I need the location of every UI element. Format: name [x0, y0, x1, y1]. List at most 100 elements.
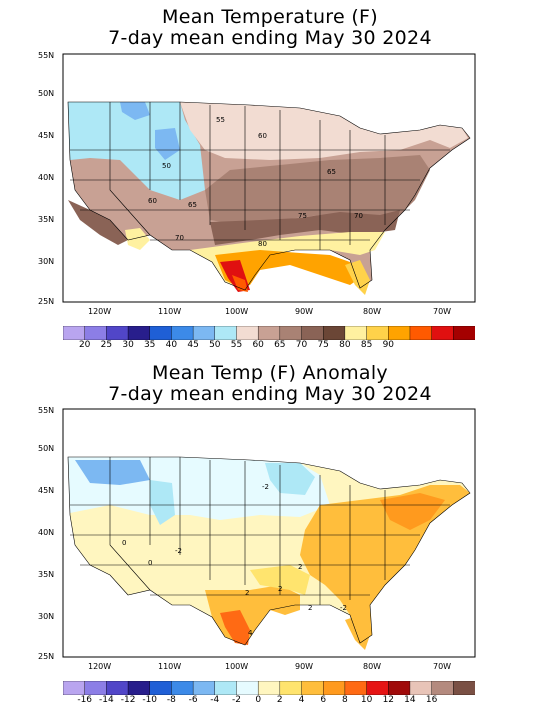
contour-label: 60: [148, 197, 157, 205]
legend-label: -6: [188, 695, 198, 705]
temperature-map-svg: 55N 50N 45N 40N 35N 30N 25N 120W 110W 10…: [38, 51, 476, 316]
contour-label: 75: [298, 212, 307, 220]
lon-axis: 120W 110W 100W 90W 80W 70W: [88, 307, 451, 316]
contour-label: 4: [248, 629, 253, 637]
legend-label: 65: [274, 340, 286, 350]
lat-label: 40N: [38, 173, 54, 182]
northeast-warm-core: [380, 493, 445, 530]
legend-label: 60: [252, 340, 264, 350]
state-borders: [67, 101, 471, 291]
legend-swatch: [323, 680, 346, 696]
mild-north-region: [180, 102, 468, 160]
legend-swatch: [214, 680, 237, 696]
contour-label: 80: [258, 240, 267, 248]
cold-plains-pocket: [265, 463, 315, 495]
lon-axis: 120W 110W 100W 90W 80W 70W: [88, 662, 451, 671]
legend-label: 10: [360, 695, 373, 705]
lat-label: 35N: [38, 570, 54, 579]
lon-label: 70W: [433, 307, 451, 316]
legend-swatch: [301, 325, 324, 341]
contour-label: 65: [188, 201, 197, 209]
map-frame: [62, 53, 476, 303]
contour-label: 2: [245, 589, 249, 597]
legend-swatch: [84, 325, 107, 341]
south-texas-hot: [220, 610, 250, 645]
contour-label: 2: [298, 563, 302, 571]
warm-central-region: [205, 155, 430, 225]
lon-label: 110W: [158, 662, 181, 671]
legend-label: 8: [342, 695, 348, 705]
legend-label: 55: [230, 340, 243, 350]
legend-swatch: [149, 325, 172, 341]
temperature-legend-labels: 20 25 30 35 40 45 50 55 60 65 70 75 80 85 90: [63, 340, 475, 352]
lat-axis: 55N 50N 45N 40N 35N 30N 25N: [38, 406, 54, 661]
legend-swatch: [257, 680, 281, 696]
lat-label: 55N: [38, 406, 54, 415]
warmer-band: [210, 210, 400, 245]
legend-swatch: [127, 680, 151, 696]
legend-label: -14: [99, 695, 114, 705]
legend-label: 70: [295, 340, 308, 350]
legend-swatch: [323, 325, 346, 341]
legend-label: 4: [298, 695, 305, 705]
lat-label: 40N: [38, 528, 54, 537]
legend-label: 16: [425, 695, 438, 705]
contour-label: -2: [175, 547, 182, 555]
legend-swatch: [106, 325, 129, 341]
legend-label: 30: [122, 340, 134, 350]
contour-label: 50: [162, 162, 171, 170]
legend-label: 50: [209, 340, 221, 350]
legend-swatch: [127, 325, 151, 341]
contour-label: 0: [148, 559, 152, 567]
temperature-legend-bar: [62, 325, 476, 341]
legend-swatch: [62, 325, 86, 341]
contour-label: 60: [258, 132, 267, 140]
anomaly-map-svg: 55N 50N 45N 40N 35N 30N 25N 120W 110W 10…: [38, 406, 476, 671]
legend-label: 0: [255, 695, 262, 705]
legend-label: -8: [166, 695, 176, 705]
legend-swatch: [409, 680, 433, 696]
legend-swatch: [192, 680, 216, 696]
lon-label: 110W: [158, 307, 181, 316]
temperature-map: 55N 50N 45N 40N 35N 30N 25N 120W 110W 10…: [0, 50, 540, 320]
lon-label: 90W: [295, 307, 313, 316]
legend-swatch: [106, 680, 129, 696]
legend-swatch: [431, 325, 454, 341]
lon-label: 80W: [363, 307, 381, 316]
legend-label: -2: [232, 695, 241, 705]
legend-swatch: [409, 325, 433, 341]
legend-label: 40: [165, 340, 178, 350]
legend-swatch: [214, 325, 237, 341]
lon-label: 120W: [88, 662, 111, 671]
contour-label: 70: [175, 234, 184, 242]
legend-label: 85: [360, 340, 373, 350]
southwest-dark-pocket: [68, 200, 128, 245]
legend-swatch: [171, 325, 194, 341]
cold-rockies-pocket: [150, 480, 175, 525]
legend-swatch: [366, 680, 389, 696]
legend-swatch: [149, 680, 172, 696]
lat-label: 50N: [38, 89, 54, 98]
lon-label: 90W: [295, 662, 313, 671]
legend-label: 90: [382, 340, 395, 350]
legend-label: -10: [142, 695, 158, 705]
legend-swatch: [431, 680, 454, 696]
lon-label: 80W: [363, 662, 381, 671]
contour-label: 0: [122, 539, 126, 547]
lat-label: 30N: [38, 612, 54, 621]
legend-label: 12: [382, 695, 395, 705]
rio-grande-hot: [232, 275, 248, 292]
lat-label: 30N: [38, 257, 54, 266]
lon-label: 100W: [225, 307, 248, 316]
temperature-legend: 20 25 30 35 40 45 50 55 60 65 70 75 80 85 90: [62, 325, 476, 352]
southwest-yellow: [125, 228, 150, 250]
legend-label: 25: [100, 340, 113, 350]
legend-label: 45: [187, 340, 199, 350]
legend-label: 2: [276, 695, 283, 705]
lat-label: 55N: [38, 51, 54, 60]
legend-swatch: [453, 325, 476, 341]
legend-swatch: [84, 680, 107, 696]
lat-label: 45N: [38, 486, 54, 495]
state-borders: [67, 456, 471, 646]
legend-swatch: [279, 325, 303, 341]
